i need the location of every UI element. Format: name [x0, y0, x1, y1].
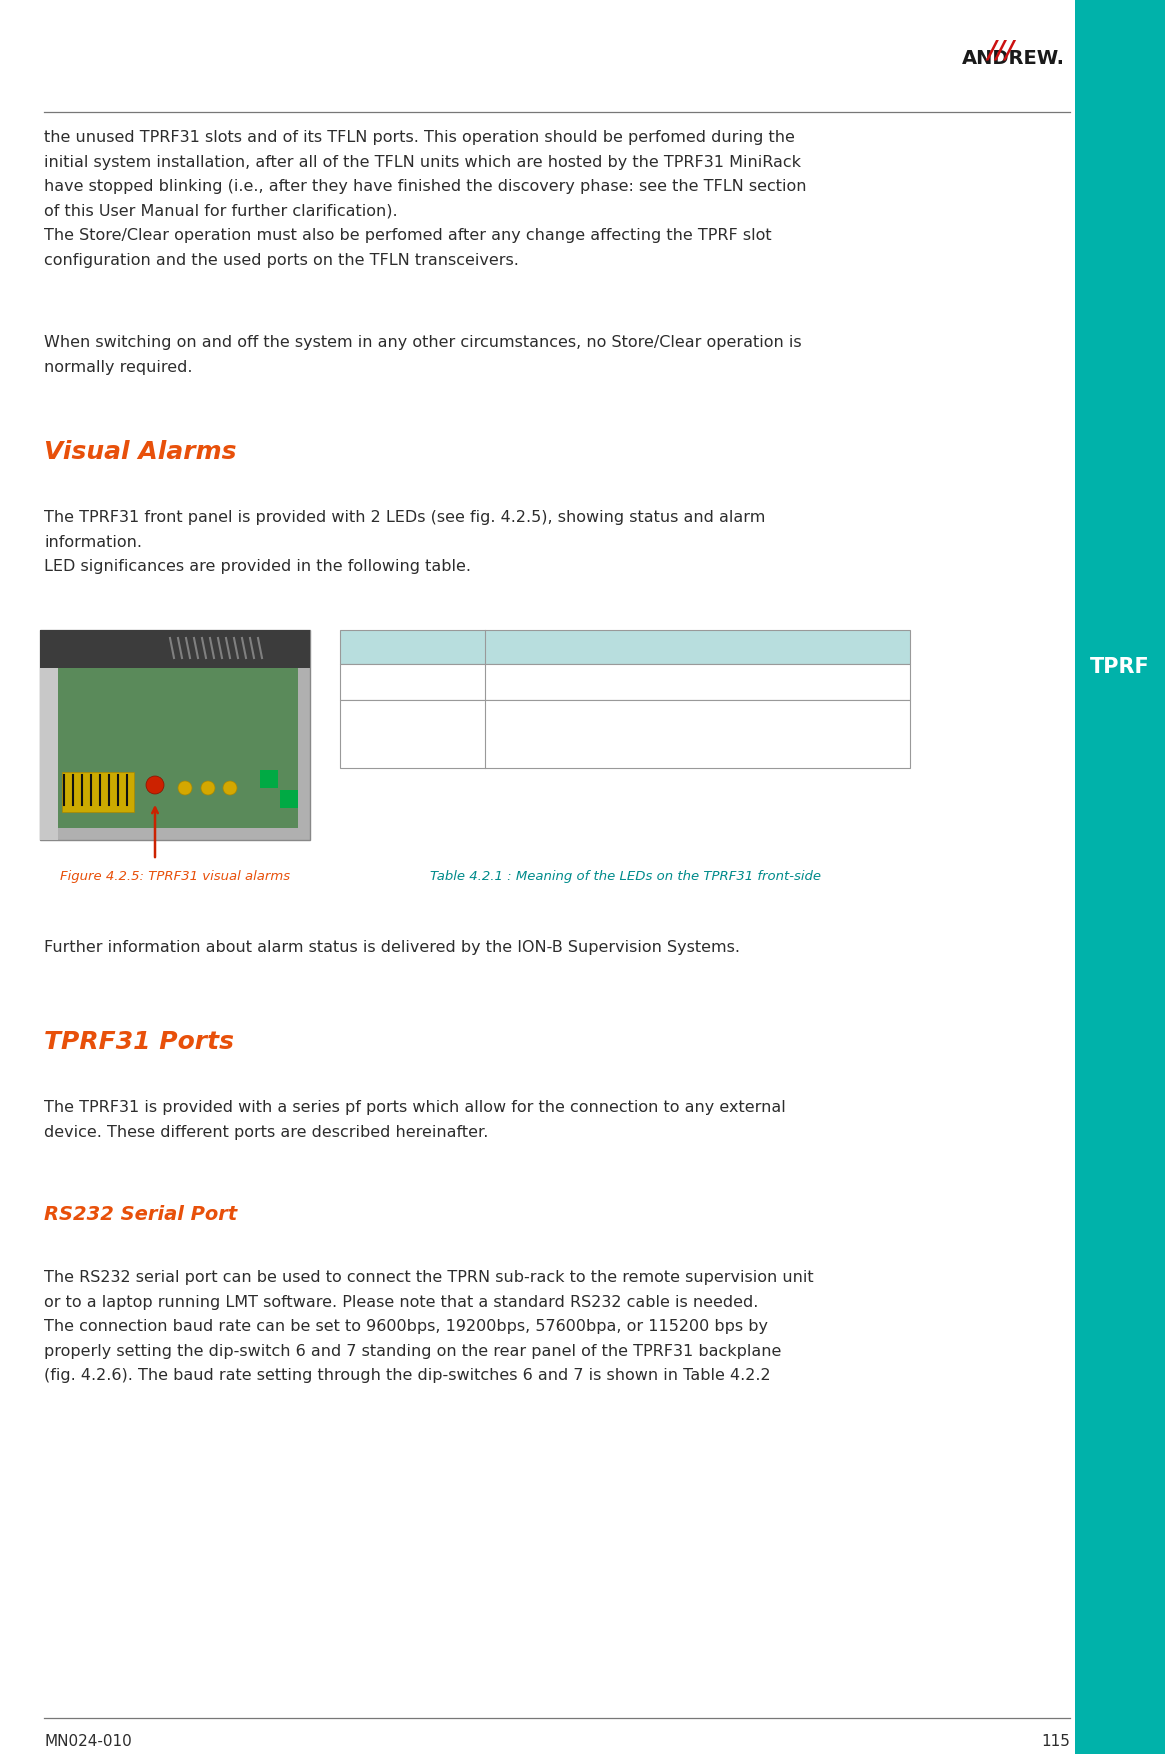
- Text: Further information about alarm status is delivered by the ION-B Supervision Sys: Further information about alarm status i…: [44, 940, 740, 954]
- Text: The TPRF31 front panel is provided with 2 LEDs (see fig. 4.2.5), showing status : The TPRF31 front panel is provided with …: [44, 510, 765, 574]
- Text: Power supply status OK: Power supply status OK: [616, 675, 779, 689]
- Text: The TPRF31 is provided with a series pf ports which allow for the connection to : The TPRF31 is provided with a series pf …: [44, 1100, 786, 1140]
- Bar: [40, 630, 310, 668]
- Bar: [1075, 0, 1165, 1754]
- Bar: [340, 700, 910, 768]
- Text: LED colour: LED colour: [370, 640, 454, 654]
- Bar: [340, 630, 910, 665]
- Text: TPRF: TPRF: [1090, 656, 1150, 677]
- Circle shape: [146, 775, 164, 795]
- Text: MN024-010: MN024-010: [44, 1735, 132, 1749]
- Text: ANDREW.: ANDREW.: [962, 49, 1065, 68]
- Text: Figure 4.2.5: TPRF31 visual alarms: Figure 4.2.5: TPRF31 visual alarms: [59, 870, 290, 882]
- Bar: [40, 630, 310, 840]
- Text: Visual Alarms: Visual Alarms: [44, 440, 236, 465]
- Bar: [58, 668, 298, 828]
- Text: TPRF31 Ports: TPRF31 Ports: [44, 1030, 234, 1054]
- Text: When switching on and off the system in any other circumstances, no Store/Clear : When switching on and off the system in …: [44, 335, 802, 375]
- Bar: [280, 789, 298, 809]
- Circle shape: [202, 781, 216, 795]
- Text: Red: Red: [400, 726, 426, 740]
- Text: The RS232 serial port can be used to connect the TPRN sub-rack to the remote sup: The RS232 serial port can be used to con…: [44, 1270, 814, 1384]
- Text: the unused TPRF31 slots and of its TFLN ports. This operation should be perfomed: the unused TPRF31 slots and of its TFLN …: [44, 130, 807, 268]
- Text: ///: ///: [987, 39, 1015, 63]
- Text: RS232 Serial Port: RS232 Serial Port: [44, 1205, 238, 1224]
- Text: Significance: Significance: [650, 640, 746, 654]
- Text: 115: 115: [1042, 1735, 1071, 1749]
- Bar: [260, 770, 278, 788]
- Circle shape: [223, 781, 236, 795]
- Text: Failure on the TPRF31,
on one of the TFLN master transceivers,
or on one of the : Failure on the TPRF31, on one of the TFL…: [560, 710, 835, 758]
- Text: Table 4.2.1 : Meaning of the LEDs on the TPRF31 front-side: Table 4.2.1 : Meaning of the LEDs on the…: [430, 870, 820, 882]
- Bar: [40, 668, 58, 840]
- Circle shape: [178, 781, 192, 795]
- Bar: [340, 665, 910, 700]
- Bar: [62, 772, 134, 812]
- Text: Green: Green: [391, 675, 433, 689]
